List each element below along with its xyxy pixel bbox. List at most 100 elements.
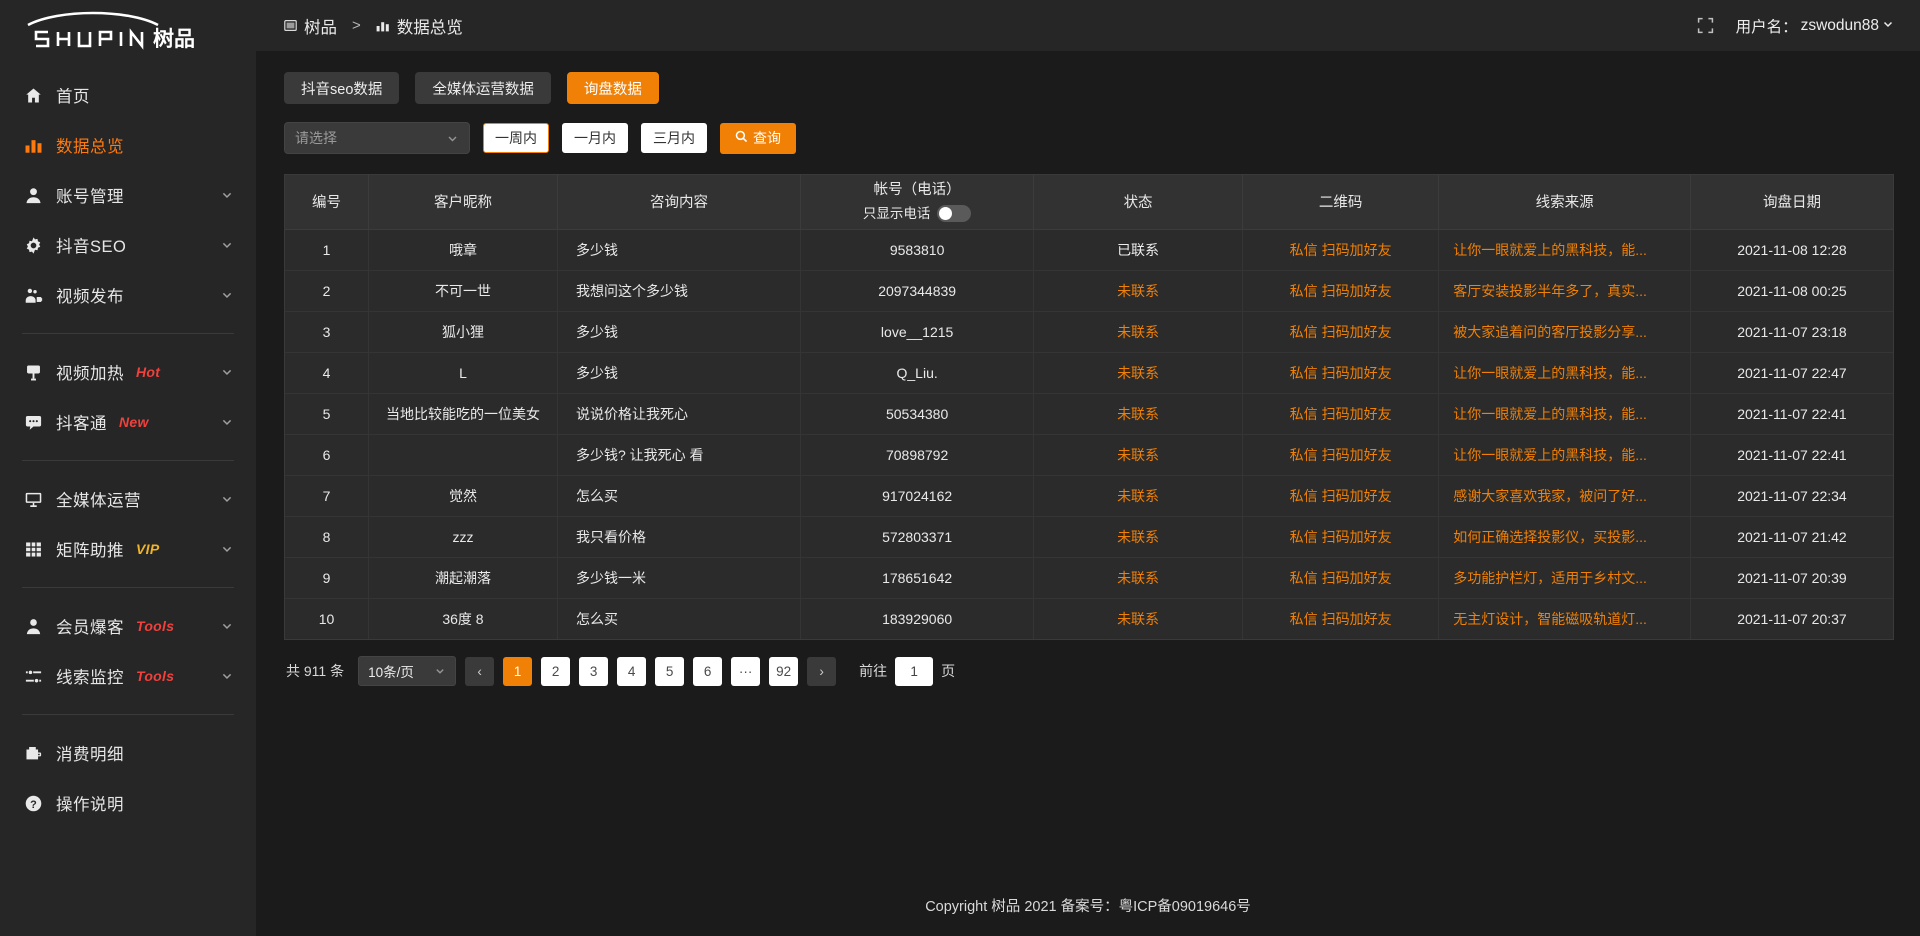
chevron-down-icon[interactable] [220, 188, 234, 202]
qrcode-private-message-link[interactable]: 私信 [1289, 405, 1318, 422]
chevron-down-icon[interactable] [220, 415, 234, 429]
chevron-down-icon[interactable] [220, 619, 234, 633]
qrcode-private-message-link[interactable]: 私信 [1289, 282, 1318, 299]
range-button-1[interactable]: 一月内 [562, 123, 628, 153]
pagination-jump-input[interactable] [895, 656, 934, 686]
pagination-pages: 1 2 3 4 5 6 ··· 92 [503, 656, 799, 686]
cell-qrcode[interactable]: 私信 扫码加好友 [1242, 393, 1440, 435]
sidebar-item-1[interactable]: 数据总览 [0, 120, 256, 170]
pagination-next[interactable]: › [807, 656, 837, 686]
sidebar-item-15[interactable]: 消费明细 [0, 728, 256, 778]
cell-qrcode[interactable]: 私信 扫码加好友 [1242, 311, 1440, 353]
range-button-2[interactable]: 三月内 [641, 123, 707, 153]
cell-source[interactable]: 多功能护栏灯，适用于乡村文... [1438, 557, 1691, 599]
brand-logo[interactable]: 树品 [0, 0, 256, 62]
fullscreen-icon[interactable] [1697, 17, 1714, 34]
cell-source[interactable]: 让你一眼就爱上的黑科技，能... [1438, 434, 1691, 476]
sidebar-item-2[interactable]: 账号管理 [0, 170, 256, 220]
data-tab-0[interactable]: 抖音seo数据 [284, 72, 400, 104]
qrcode-add-friend-link[interactable]: 扫码加好友 [1321, 323, 1392, 340]
breadcrumb-item-current[interactable]: 数据总览 [376, 14, 463, 38]
chevron-down-icon[interactable] [220, 669, 234, 683]
sidebar-item-9[interactable]: 全媒体运营 [0, 474, 256, 524]
data-tab-2[interactable]: 询盘数据 [566, 72, 659, 104]
qrcode-private-message-link[interactable]: 私信 [1289, 569, 1318, 586]
cell-source[interactable]: 让你一眼就爱上的黑科技，能... [1438, 229, 1691, 271]
pagination-page-···[interactable]: ··· [731, 656, 761, 686]
cell-status: 未联系 [1033, 352, 1243, 394]
cell-qrcode[interactable]: 私信 扫码加好友 [1242, 270, 1440, 312]
cell-qrcode[interactable]: 私信 扫码加好友 [1242, 434, 1440, 476]
page-size-select[interactable]: 10条/页 [358, 656, 457, 686]
chevron-down-icon[interactable] [220, 288, 234, 302]
inquiry-table-element: 编号 客户昵称 咨询内容 帐号（电话） 只显示电话 状态 二维码 线索来源 询盘日期 1 哦章 多少… [285, 175, 1893, 639]
cell-id: 3 [285, 311, 369, 353]
cell-source[interactable]: 无主灯设计，智能磁吸轨道灯... [1438, 598, 1691, 639]
cell-nickname: 狐小狸 [368, 311, 558, 353]
cell-source[interactable]: 让你一眼就爱上的黑科技，能... [1438, 352, 1691, 394]
sidebar-item-13[interactable]: 线索监控 Tools [0, 651, 256, 701]
qrcode-add-friend-link[interactable]: 扫码加好友 [1321, 446, 1392, 463]
chevron-down-icon[interactable] [220, 238, 234, 252]
cell-status: 未联系 [1033, 475, 1243, 517]
chevron-down-icon[interactable] [220, 542, 234, 556]
cell-source[interactable]: 感谢大家喜欢我家，被问了好... [1438, 475, 1691, 517]
qrcode-private-message-link[interactable]: 私信 [1289, 487, 1318, 504]
sidebar-item-3[interactable]: 抖音SEO [0, 220, 256, 270]
qrcode-add-friend-link[interactable]: 扫码加好友 [1321, 528, 1392, 545]
pagination-page-1[interactable]: 1 [503, 656, 533, 686]
cell-qrcode[interactable]: 私信 扫码加好友 [1242, 557, 1440, 599]
cell-qrcode[interactable]: 私信 扫码加好友 [1242, 229, 1440, 271]
qrcode-add-friend-link[interactable]: 扫码加好友 [1321, 364, 1392, 381]
qrcode-add-friend-link[interactable]: 扫码加好友 [1321, 569, 1392, 586]
breadcrumb-item-root[interactable]: 树品 [284, 14, 337, 38]
chevron-down-icon[interactable] [220, 365, 234, 379]
user-menu[interactable]: 用户名： zswodun88 [1736, 15, 1894, 37]
cell-source[interactable]: 被大家追着问的客厅投影分享... [1438, 311, 1691, 353]
qrcode-private-message-link[interactable]: 私信 [1289, 241, 1318, 258]
qrcode-add-friend-link[interactable]: 扫码加好友 [1321, 282, 1392, 299]
table-head: 编号 客户昵称 咨询内容 帐号（电话） 只显示电话 状态 二维码 线索来源 询盘日期 [285, 175, 1893, 230]
page-size-value: 10条/页 [368, 665, 414, 680]
qrcode-add-friend-link[interactable]: 扫码加好友 [1321, 405, 1392, 422]
chevron-down-icon[interactable] [220, 492, 234, 506]
qrcode-private-message-link[interactable]: 私信 [1289, 610, 1318, 627]
account-select[interactable]: 请选择 [284, 122, 470, 154]
data-tab-1[interactable]: 全媒体运营数据 [415, 72, 551, 104]
pagination-page-3[interactable]: 3 [579, 656, 609, 686]
sidebar-item-16[interactable]: ? 操作说明 [0, 778, 256, 828]
cell-source[interactable]: 让你一眼就爱上的黑科技，能... [1438, 393, 1691, 435]
phone-only-toggle[interactable] [937, 205, 972, 223]
pagination-page-2[interactable]: 2 [541, 656, 571, 686]
pagination-page-5[interactable]: 5 [655, 656, 685, 686]
cell-source[interactable]: 客厅安装投影半年多了，真实... [1438, 270, 1691, 312]
cell-qrcode[interactable]: 私信 扫码加好友 [1242, 475, 1440, 517]
qrcode-private-message-link[interactable]: 私信 [1289, 528, 1318, 545]
pagination-page-6[interactable]: 6 [693, 656, 723, 686]
qrcode-add-friend-link[interactable]: 扫码加好友 [1321, 241, 1392, 258]
qrcode-add-friend-link[interactable]: 扫码加好友 [1321, 610, 1392, 627]
sidebar-item-12[interactable]: 会员爆客 Tools [0, 601, 256, 651]
sidebar-item-4[interactable]: 视频发布 [0, 270, 256, 320]
range-button-0[interactable]: 一周内 [483, 123, 549, 153]
pagination-page-4[interactable]: 4 [617, 656, 647, 686]
qrcode-private-message-link[interactable]: 私信 [1289, 364, 1318, 381]
sidebar-item-10[interactable]: 矩阵助推 VIP [0, 524, 256, 574]
qrcode-private-message-link[interactable]: 私信 [1289, 446, 1318, 463]
cell-qrcode[interactable]: 私信 扫码加好友 [1242, 516, 1440, 558]
gear-icon [22, 234, 44, 256]
pagination-prev[interactable]: ‹ [465, 656, 495, 686]
sidebar-item-label: 抖音SEO [56, 238, 127, 256]
qrcode-private-message-link[interactable]: 私信 [1289, 323, 1318, 340]
pagination-page-92[interactable]: 92 [769, 656, 799, 686]
search-button[interactable]: 查询 [720, 122, 796, 154]
sidebar-item-7[interactable]: 抖客通 New [0, 397, 256, 447]
cell-status: 未联系 [1033, 270, 1243, 312]
cell-source[interactable]: 如何正确选择投影仪，买投影... [1438, 516, 1691, 558]
sidebar-item-6[interactable]: 视频加热 Hot [0, 347, 256, 397]
cell-nickname: 哦章 [368, 229, 558, 271]
qrcode-add-friend-link[interactable]: 扫码加好友 [1321, 487, 1392, 504]
cell-qrcode[interactable]: 私信 扫码加好友 [1242, 352, 1440, 394]
sidebar-item-0[interactable]: 首页 [0, 70, 256, 120]
cell-qrcode[interactable]: 私信 扫码加好友 [1242, 598, 1440, 639]
